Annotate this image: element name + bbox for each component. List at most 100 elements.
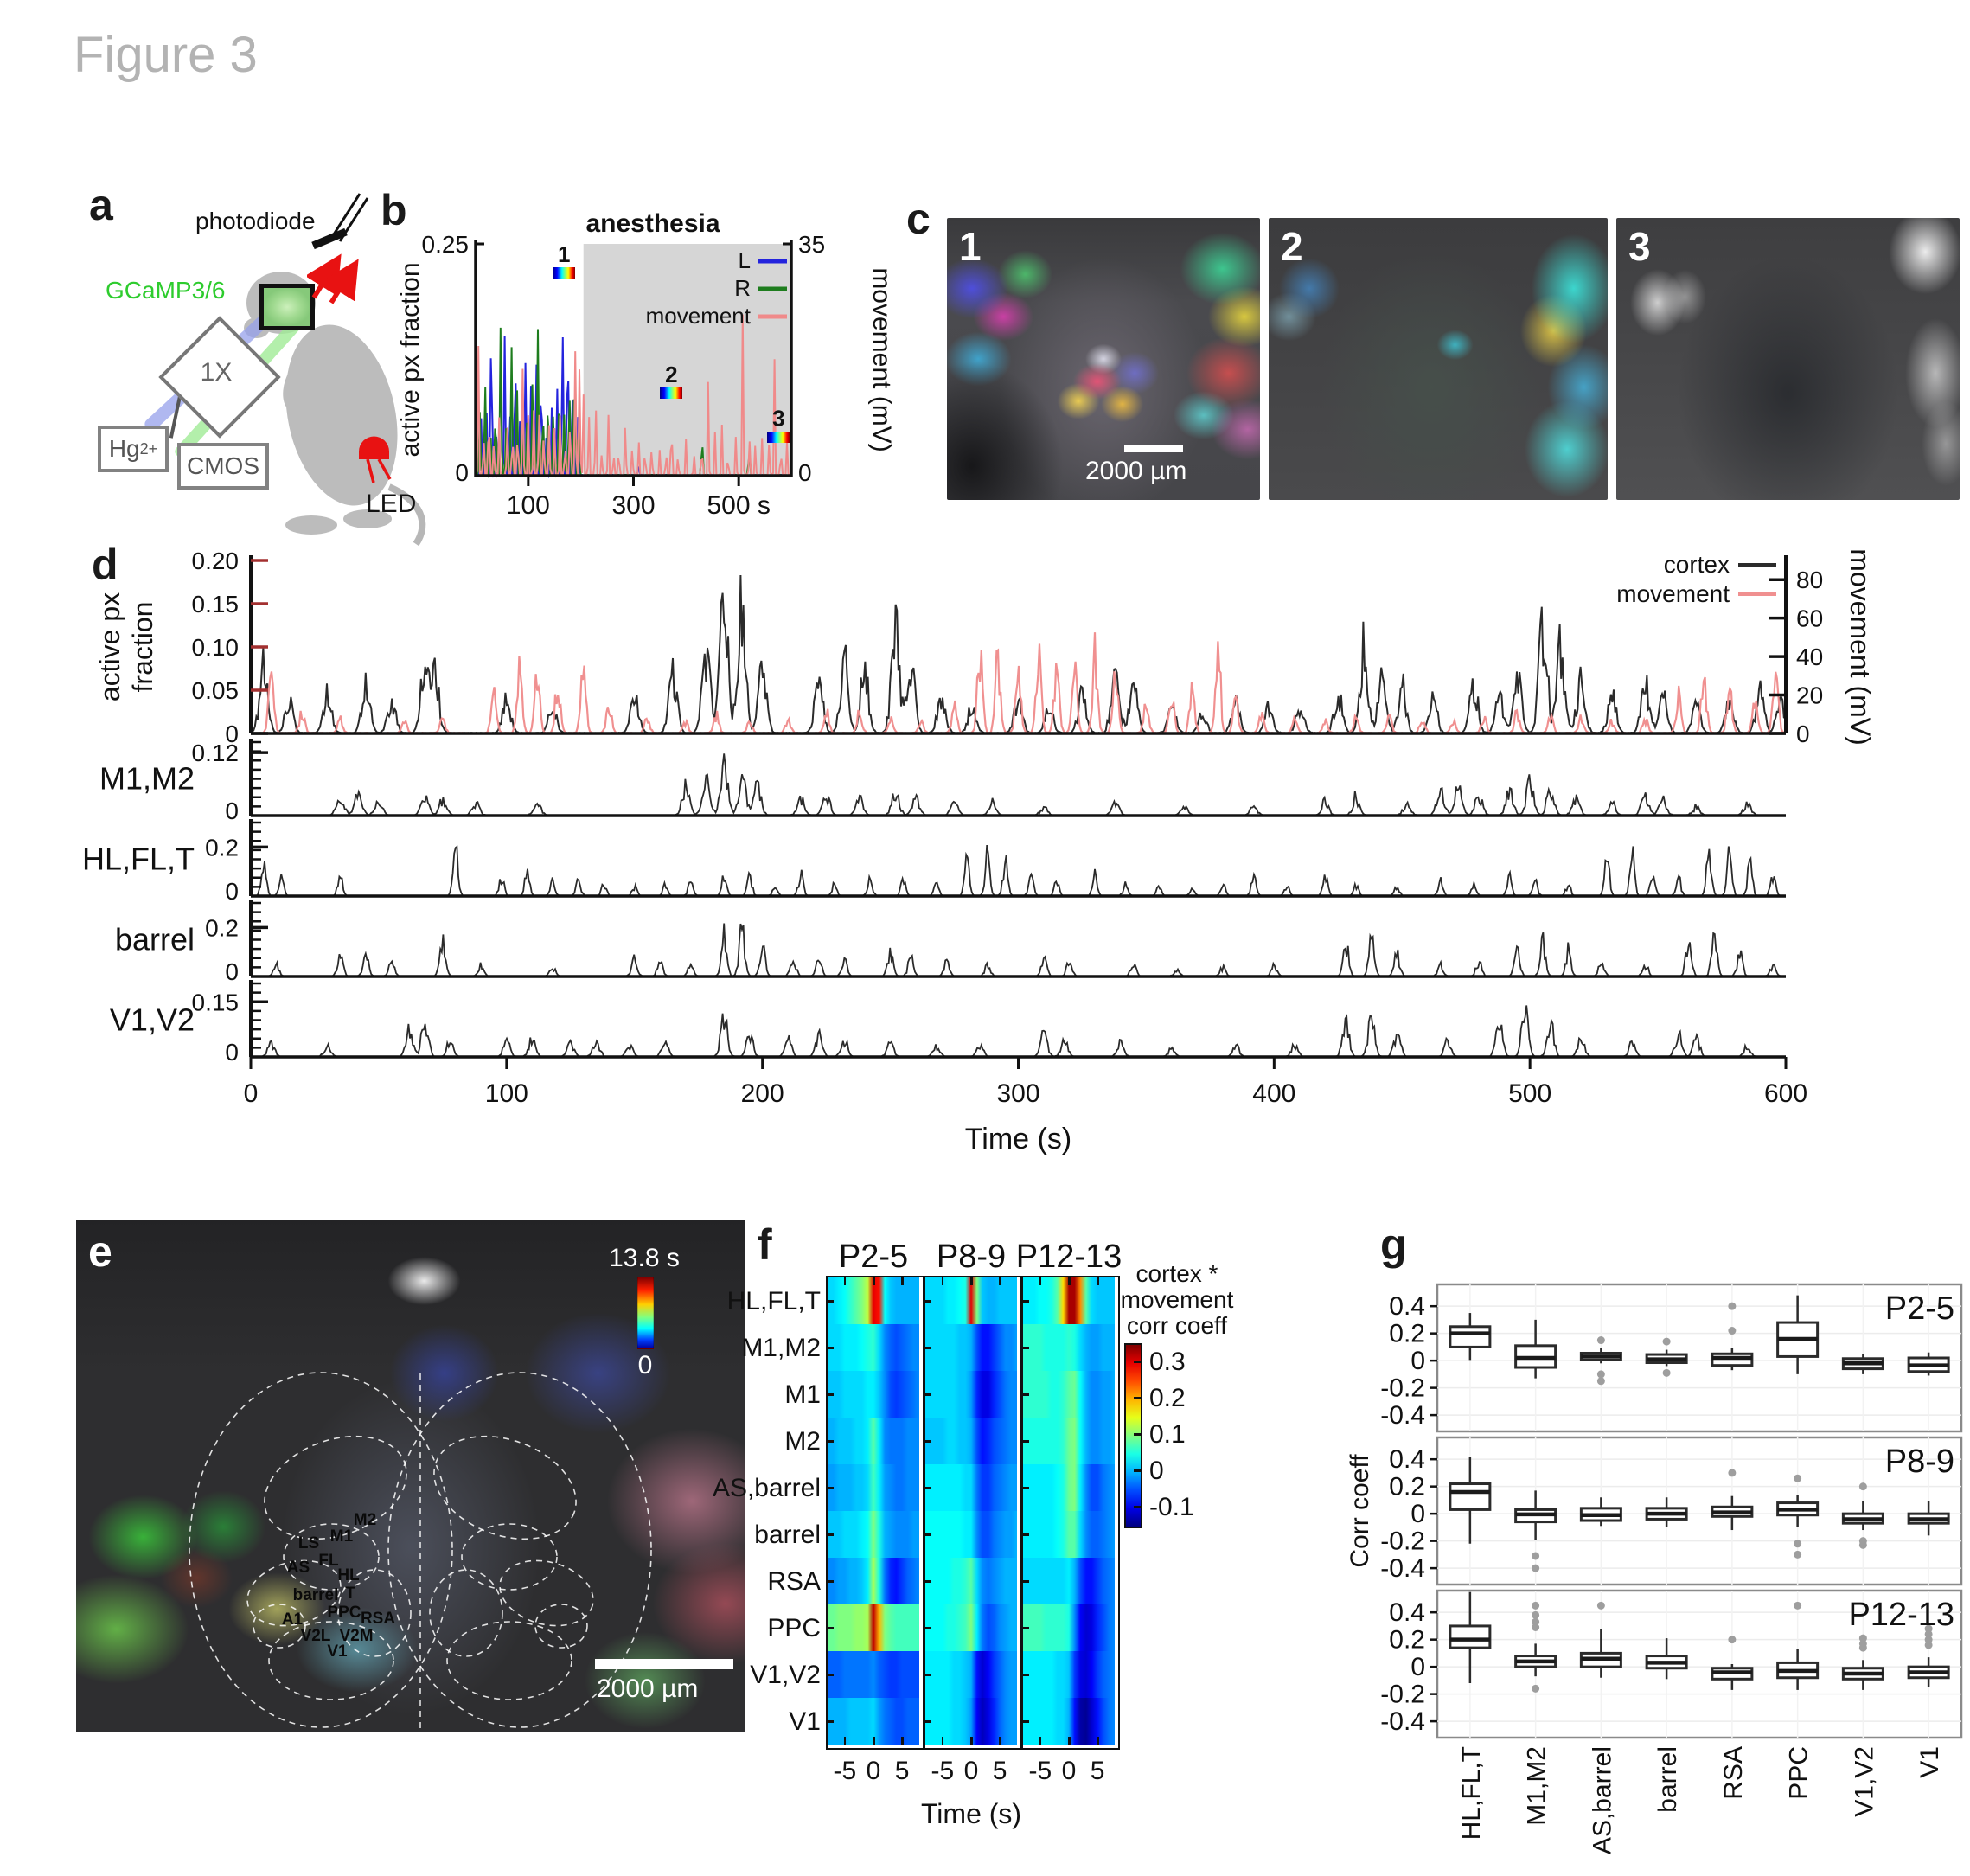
f-row-tick: [1023, 1440, 1029, 1443]
g-outlier: [1728, 1302, 1737, 1310]
b-ytick-label: 0: [455, 459, 469, 486]
g-ytick-label: -0.2: [1380, 1527, 1425, 1556]
f-heatmap-row: [828, 1604, 919, 1651]
d-subtrace-V1,V2: [250, 1005, 1786, 1058]
c-scalebar-bar: [1124, 445, 1183, 452]
f-row-tick: [828, 1580, 834, 1583]
f-colorbar-tick-label: 0: [1149, 1457, 1164, 1485]
f-row-tick: [828, 1674, 834, 1676]
f-colorbar-tick: [1134, 1469, 1141, 1472]
g-outlier: [1532, 1617, 1540, 1626]
d-sub-zero-label: 0: [225, 878, 239, 905]
panel-a-label: a: [89, 181, 113, 229]
f-heatmap-row: [828, 1511, 919, 1558]
f-xtick-label: 0: [1061, 1757, 1077, 1785]
e-colorbar-max: 13.8 s: [609, 1244, 680, 1272]
g-outlier: [1532, 1623, 1540, 1631]
f-row-tick: [1023, 1347, 1029, 1349]
f-row-tick: [925, 1300, 931, 1303]
f-row-tick: [1023, 1487, 1029, 1489]
d-sub-zero-label: 0: [225, 1039, 239, 1066]
f-row-tick: [1023, 1300, 1029, 1303]
f-xtick-mark: [1039, 1737, 1042, 1745]
panel-g-label: g: [1380, 1220, 1407, 1269]
f-heatmap-row: [925, 1511, 1017, 1558]
mercury-lam-box: Hg 2+: [98, 426, 169, 472]
photodiode-icon: [311, 193, 369, 250]
f-xtick-mark: [941, 1737, 944, 1745]
f-row-tick: [1023, 1533, 1029, 1536]
panel-f-label: f: [758, 1220, 772, 1269]
f-colorbar-tick-label: -0.1: [1149, 1493, 1194, 1521]
b-marker-number: 2: [665, 362, 677, 387]
f-heatmap-row: [1023, 1277, 1115, 1324]
d-top-rtick-label: 60: [1796, 605, 1823, 632]
d-xlabel: Time (s): [965, 1123, 1071, 1156]
d-xtick-label: 500: [1508, 1079, 1551, 1108]
f-xtick-label: 0: [866, 1757, 881, 1785]
d-subplot-name: barrel: [115, 922, 195, 957]
g-outlier: [1794, 1540, 1802, 1548]
b-xtick-label: 300: [611, 491, 655, 520]
g-outlier: [1532, 1552, 1540, 1560]
c-scalebar-label: 2000 µm: [1085, 457, 1187, 485]
g-outlier: [1596, 1336, 1605, 1345]
g-outlier: [1532, 1610, 1540, 1619]
d-trace-movement: [249, 632, 1786, 735]
g-ytick-label: -0.4: [1380, 1401, 1425, 1430]
f-xtick-mark: [843, 1277, 847, 1285]
d-subplot-name: V1,V2: [110, 1002, 195, 1038]
panel-e-image: e M2 M1 LS FL AS HL barrel T PPC RSA A1 V2L V2M: [76, 1220, 745, 1732]
b-legend-label: L: [739, 247, 751, 273]
b-legend-label: movement: [646, 303, 752, 329]
cmos-camera-box: CMOS: [177, 443, 269, 490]
f-row-tick: [925, 1487, 931, 1489]
e-scalebar-label: 2000 µm: [597, 1674, 699, 1703]
e-region-m1: M1: [329, 1527, 354, 1546]
panel-d-label: d: [92, 541, 118, 589]
f-colorbar-tick: [1134, 1397, 1141, 1399]
f-row-tick: [925, 1393, 931, 1396]
e-region-ppc: PPC: [327, 1604, 361, 1622]
f-heatmap-row: [1023, 1698, 1115, 1745]
g-ytick-label: 0.4: [1389, 1445, 1425, 1474]
g-outlier: [1924, 1629, 1933, 1638]
cranial-window: [259, 284, 315, 330]
f-row-tick: [925, 1440, 931, 1443]
g-outlier: [1662, 1337, 1671, 1346]
g-outlier: [1794, 1474, 1802, 1482]
f-heatmap-row: [1023, 1464, 1115, 1511]
c-image-3-number: 3: [1628, 224, 1651, 269]
f-colorbar-tick-label: 0.2: [1149, 1384, 1186, 1412]
g-category-label: RSA: [1719, 1746, 1748, 1800]
f-heatmap-row: [925, 1558, 1017, 1604]
g-category-label: HL,FL,T: [1457, 1746, 1486, 1840]
f-heatmap-row: [1023, 1558, 1115, 1604]
e-region-a1: A1: [281, 1610, 304, 1629]
d-xtick-label: 200: [741, 1079, 784, 1108]
b-rtick-label: 35: [798, 231, 825, 258]
g-panel-title: P8-9: [1885, 1444, 1954, 1480]
g-category-label: M1,M2: [1523, 1746, 1551, 1826]
f-heatmap-row: [925, 1371, 1017, 1418]
g-category-label: AS,barrel: [1588, 1746, 1616, 1854]
b-marker-colorbar: [767, 431, 790, 443]
b-marker-colorbar: [553, 266, 576, 279]
f-row-tick: [828, 1440, 834, 1443]
e-region-m2: M2: [353, 1511, 377, 1529]
panel-e-label: e: [88, 1227, 112, 1276]
g-outlier: [1662, 1368, 1671, 1377]
d-xtick-label: 400: [1252, 1079, 1295, 1108]
f-heatmap-row: [925, 1604, 1017, 1651]
g-outlier: [1596, 1601, 1605, 1610]
g-ytick-label: 0.4: [1389, 1598, 1425, 1627]
g-ytick-label: 0: [1410, 1500, 1425, 1528]
panel-c-image-2: 2: [1269, 218, 1608, 500]
f-row-tick: [925, 1627, 931, 1629]
f-colorbar-tick-label: 0.1: [1149, 1420, 1186, 1449]
f-row-tick: [1023, 1720, 1029, 1723]
f-xtick-mark: [1097, 1737, 1099, 1745]
d-top-ytick-label: 0: [225, 720, 239, 747]
f-heatmap-row: [1023, 1371, 1115, 1418]
